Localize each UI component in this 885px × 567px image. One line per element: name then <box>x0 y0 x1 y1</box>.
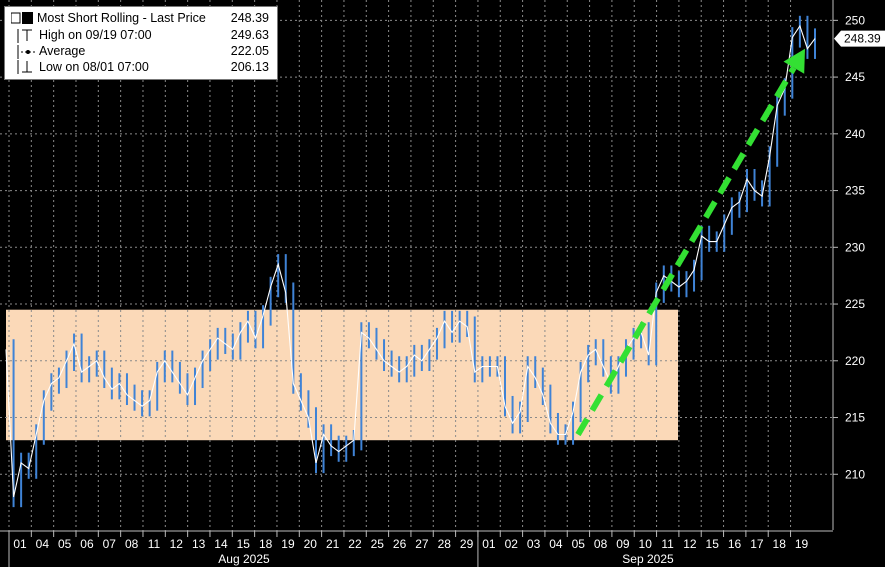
x-tick-label: 01 <box>13 537 27 551</box>
x-tick-label: 14 <box>214 537 228 551</box>
x-tick-label: 08 <box>125 537 139 551</box>
legend-low-label: Low on 08/01 07:00 <box>39 60 149 74</box>
price-candles <box>12 15 816 508</box>
highlight-band <box>6 309 678 441</box>
x-axis-ticks: 01 04 05 06 07 08 11 12 13 14 15 18 19 20 21 22 25 26 27 28… <box>8 531 809 551</box>
last-price-tag-label: 248.39 <box>844 32 881 46</box>
x-tick-label: 09 <box>616 537 630 551</box>
trend-arrow-line <box>575 66 797 437</box>
y-tick-label: 225 <box>845 297 865 311</box>
y-tick-label: 210 <box>845 467 865 481</box>
legend-high-icon <box>17 29 32 43</box>
legend-average-icon <box>17 45 35 59</box>
x-tick-label: 26 <box>393 537 407 551</box>
x-tick-label: 28 <box>438 537 452 551</box>
x-tick-label: 27 <box>415 537 429 551</box>
legend-row-average: Average 222.05 <box>5 43 277 59</box>
y-tick-label: 220 <box>845 354 865 368</box>
month-label: Aug 2025 <box>218 552 270 566</box>
x-tick-label: 07 <box>103 537 117 551</box>
y-tick-label: 245 <box>845 70 865 84</box>
x-tick-label: 19 <box>795 537 809 551</box>
x-tick-label: 05 <box>58 537 72 551</box>
x-tick-label: 12 <box>170 537 184 551</box>
y-tick-label: 250 <box>845 13 865 27</box>
price-series-line <box>5 24 816 498</box>
y-tick-label: 240 <box>845 127 865 141</box>
trend-arrow-head <box>783 48 805 74</box>
x-tick-label: 19 <box>281 537 295 551</box>
x-tick-label: 12 <box>683 537 697 551</box>
x-tick-label: 20 <box>304 537 318 551</box>
y-tick-label: 235 <box>845 184 865 198</box>
legend-last-price-label: Most Short Rolling - Last Price <box>37 11 206 25</box>
x-tick-label: 11 <box>661 537 674 551</box>
legend-average-value: 222.05 <box>230 44 269 58</box>
legend-high-label: High on 09/19 07:00 <box>39 28 152 42</box>
y-tick-label: 215 <box>845 411 865 425</box>
month-label: Sep 2025 <box>622 552 674 566</box>
legend-row-high: High on 09/19 07:00 249.63 <box>5 27 277 43</box>
legend-last-price-icon <box>11 12 33 24</box>
x-tick-label: 01 <box>482 537 496 551</box>
x-tick-label: 15 <box>706 537 720 551</box>
x-tick-label: 04 <box>36 537 50 551</box>
x-tick-label: 21 <box>326 537 340 551</box>
x-tick-label: 16 <box>728 537 742 551</box>
x-tick-label: 04 <box>549 537 563 551</box>
x-tick-label: 17 <box>750 537 764 551</box>
x-tick-label: 13 <box>192 537 206 551</box>
x-tick-label: 02 <box>505 537 519 551</box>
legend-low-value: 206.13 <box>230 60 269 74</box>
x-tick-label: 18 <box>773 537 787 551</box>
legend-average-label: Average <box>39 44 86 58</box>
x-tick-label: 10 <box>639 537 653 551</box>
legend-row-low: Low on 08/01 07:00 206.13 <box>5 59 277 75</box>
legend-row-last-price: Most Short Rolling - Last Price 248.39 <box>5 10 277 26</box>
legend-high-value: 249.63 <box>230 28 269 42</box>
x-tick-label: 15 <box>237 537 251 551</box>
x-tick-label: 18 <box>259 537 273 551</box>
month-labels: Aug 2025 Sep 2025 <box>8 531 674 567</box>
x-tick-label: 29 <box>460 537 474 551</box>
horizontal-gridlines <box>0 19 833 475</box>
legend-box: Most Short Rolling - Last Price 248.39 H… <box>4 6 278 80</box>
x-tick-label: 05 <box>572 537 586 551</box>
x-tick-label: 08 <box>594 537 608 551</box>
legend-low-icon <box>17 60 32 74</box>
x-tick-label: 25 <box>371 537 385 551</box>
last-price-tag: 248.39 <box>834 30 885 47</box>
y-axis-ticks: 210 215 220 225 230 235 240 245 250 <box>833 13 865 481</box>
x-tick-label: 03 <box>527 537 541 551</box>
legend-last-price-value: 248.39 <box>230 11 269 25</box>
y-tick-label: 230 <box>845 240 865 254</box>
x-tick-label: 22 <box>348 537 362 551</box>
x-tick-label: 11 <box>148 537 161 551</box>
x-tick-label: 06 <box>80 537 94 551</box>
